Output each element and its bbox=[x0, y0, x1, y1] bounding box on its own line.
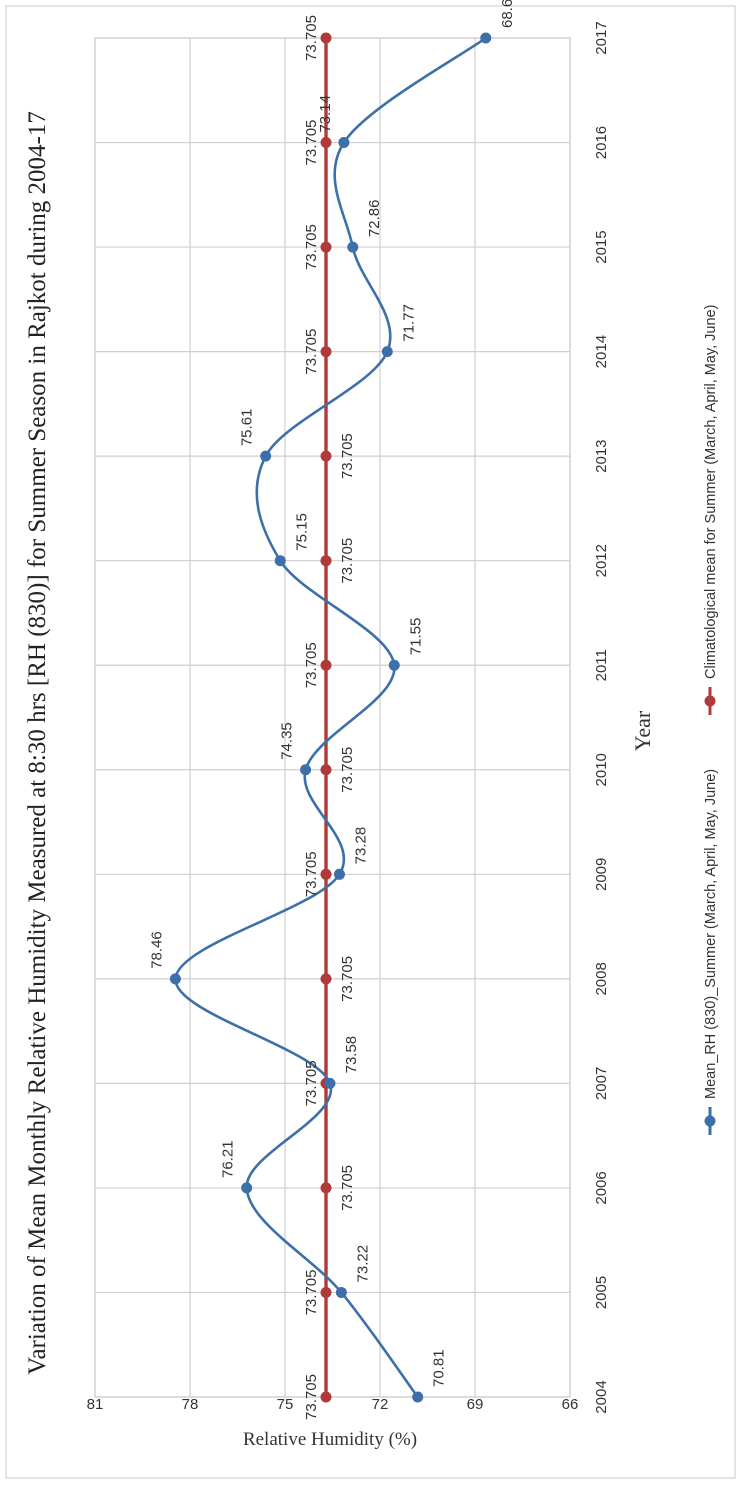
rh-data-label: 72.86 bbox=[366, 200, 383, 238]
x-tick-label: 2009 bbox=[593, 858, 610, 891]
x-tick-label: 2004 bbox=[593, 1380, 610, 1413]
mean-data-label: 73.705 bbox=[303, 1270, 320, 1316]
x-tick-label: 2015 bbox=[593, 230, 610, 263]
rh-series-line bbox=[174, 36, 487, 1398]
y-tick-label: 72 bbox=[372, 1396, 389, 1413]
x-tick-label: 2014 bbox=[593, 335, 610, 368]
mean-data-label: 73.705 bbox=[303, 15, 320, 61]
rh-data-label: 70.81 bbox=[431, 1349, 448, 1387]
x-tick-label: 2012 bbox=[593, 544, 610, 577]
mean-data-label: 73.705 bbox=[303, 642, 320, 688]
rh-data-point bbox=[241, 1182, 253, 1194]
y-tick-label: 75 bbox=[277, 1396, 294, 1413]
rh-data-label: 78.46 bbox=[148, 931, 165, 969]
rh-data-label: 75.15 bbox=[293, 513, 310, 551]
mean-data-point bbox=[320, 32, 332, 44]
mean-data-point bbox=[320, 1182, 332, 1194]
chart-title: Variation of Mean Monthly Relative Humid… bbox=[24, 111, 51, 1375]
mean-data-point bbox=[320, 241, 332, 253]
mean-data-label: 73.705 bbox=[303, 329, 320, 375]
legend-label: Climatological mean for Summer (March, A… bbox=[703, 305, 719, 679]
rh-data-label: 71.55 bbox=[407, 618, 424, 656]
mean-data-point bbox=[320, 137, 332, 149]
x-tick-label: 2013 bbox=[593, 439, 610, 472]
rh-data-label: 71.77 bbox=[400, 304, 417, 342]
rh-data-point bbox=[274, 555, 286, 567]
mean-data-label: 73.705 bbox=[303, 120, 320, 166]
mean-data-label: 73.705 bbox=[339, 956, 356, 1002]
legend-point-marker bbox=[704, 1115, 716, 1127]
legend-point-marker bbox=[704, 695, 716, 707]
mean-data-point bbox=[320, 973, 332, 985]
rh-data-label: 73.22 bbox=[354, 1245, 371, 1283]
rh-data-label: 73.28 bbox=[352, 827, 369, 865]
rh-data-label: 75.61 bbox=[239, 409, 256, 447]
rh-data-point bbox=[388, 659, 400, 671]
rh-data-point bbox=[324, 1077, 336, 1089]
mean-data-point bbox=[320, 450, 332, 462]
mean-data-point bbox=[320, 555, 332, 567]
mean-data-label: 73.705 bbox=[303, 1060, 320, 1106]
x-tick-label: 2016 bbox=[593, 126, 610, 159]
mean-data-point bbox=[320, 764, 332, 776]
legend: Mean_RH (830)_Summer (March, April, May,… bbox=[703, 305, 719, 1135]
mean-data-point bbox=[320, 868, 332, 880]
mean-data-point bbox=[320, 346, 332, 358]
x-tick-label: 2007 bbox=[593, 1067, 610, 1100]
rh-data-point bbox=[338, 137, 350, 149]
x-tick-label: 2017 bbox=[593, 21, 610, 54]
rh-data-label: 73.58 bbox=[343, 1036, 360, 1074]
mean-data-label: 73.705 bbox=[303, 851, 320, 897]
x-tick-label: 2005 bbox=[593, 1276, 610, 1309]
rh-data-point bbox=[480, 32, 492, 44]
legend-entry-rh: Mean_RH (830)_Summer (March, April, May,… bbox=[703, 769, 719, 1135]
rh-data-point bbox=[333, 868, 345, 880]
mean-data-label: 73.705 bbox=[339, 747, 356, 793]
x-tick-label: 2010 bbox=[593, 753, 610, 786]
mean-data-point bbox=[320, 659, 332, 671]
rh-data-label: 68.66 bbox=[499, 0, 516, 28]
y-tick-label: 69 bbox=[467, 1396, 484, 1413]
mean-data-label: 73.705 bbox=[303, 224, 320, 270]
legend-label: Mean_RH (830)_Summer (March, April, May,… bbox=[703, 769, 719, 1099]
rh-data-label: 73.14 bbox=[317, 95, 334, 133]
rh-data-point bbox=[412, 1391, 424, 1403]
mean-data-label: 73.705 bbox=[339, 433, 356, 479]
x-tick-label: 2006 bbox=[593, 1171, 610, 1204]
mean-data-point bbox=[320, 1391, 332, 1403]
y-tick-label: 81 bbox=[87, 1396, 104, 1413]
x-axis-title: Year bbox=[630, 710, 655, 751]
rh-data-point bbox=[260, 450, 272, 462]
x-tick-label: 2011 bbox=[593, 649, 610, 681]
y-axis-title: Relative Humidity (%) bbox=[243, 1429, 417, 1450]
rh-data-point bbox=[335, 1286, 347, 1298]
mean-data-label: 73.705 bbox=[339, 538, 356, 584]
y-tick-label: 78 bbox=[182, 1396, 199, 1413]
rh-data-point bbox=[169, 973, 181, 985]
mean-data-point bbox=[320, 1286, 332, 1298]
legend-entry-mean: Climatological mean for Summer (March, A… bbox=[703, 305, 719, 715]
x-tick-label: 2008 bbox=[593, 962, 610, 995]
rh-data-point bbox=[381, 346, 393, 358]
mean-data-label: 73.705 bbox=[303, 1374, 320, 1420]
rh-data-point bbox=[347, 241, 359, 253]
mean-data-label: 73.705 bbox=[339, 1165, 356, 1211]
rh-data-point bbox=[300, 764, 312, 776]
rh-data-label: 74.35 bbox=[279, 722, 296, 760]
rh-data-label: 76.21 bbox=[220, 1140, 237, 1178]
y-tick-label: 66 bbox=[562, 1396, 579, 1413]
